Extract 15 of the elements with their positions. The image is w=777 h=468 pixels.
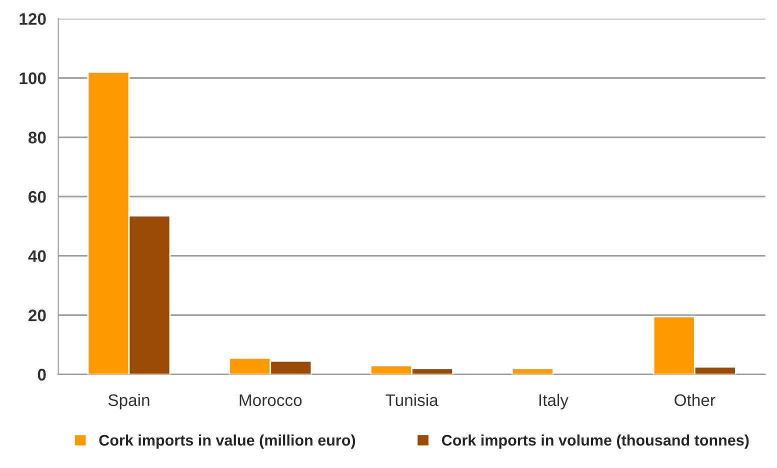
x-tick-label: Other (674, 394, 716, 406)
y-tick-label: 20 (28, 310, 46, 322)
legend-label: Cork imports in value (million euro) (99, 434, 356, 449)
x-tick-label: Italy (539, 394, 568, 410)
y-tick-label: 0 (38, 368, 46, 381)
y-tick-label: 120 (20, 13, 46, 25)
y-tick-label: 60 (28, 190, 46, 203)
y-tick-label: 40 (28, 250, 46, 262)
x-tick-label: Tunisia (386, 394, 438, 406)
x-tick-label: Morocco (240, 394, 302, 406)
bar (512, 368, 554, 374)
y-tick-label: 80 (28, 132, 46, 144)
x-tick-label: Spain (108, 394, 150, 410)
y-tick-label: 100 (20, 72, 46, 84)
legend-label: Cork imports in volume (thousand tonnes) (442, 434, 749, 449)
